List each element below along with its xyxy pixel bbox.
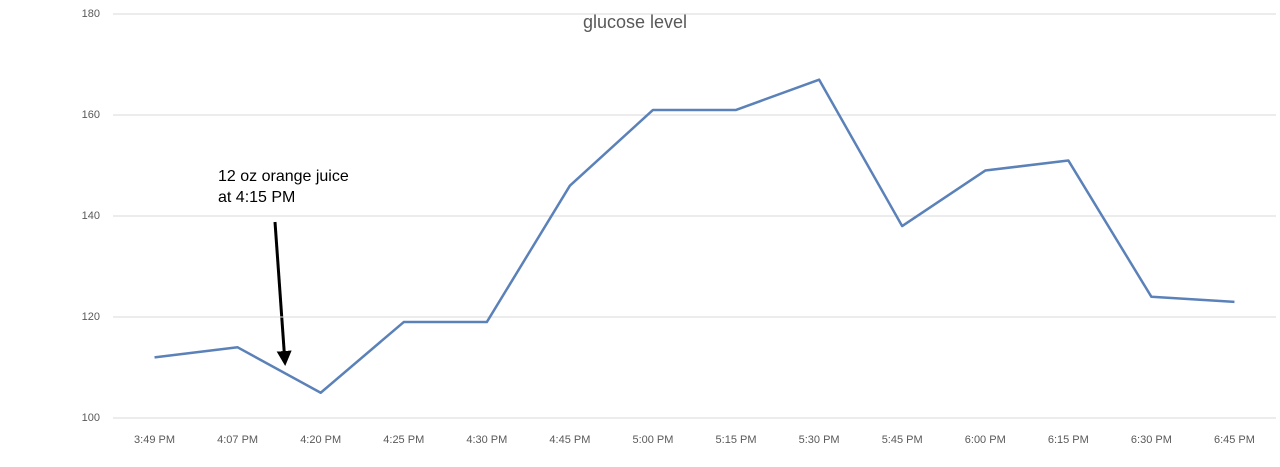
x-tick-label: 6:45 PM bbox=[1214, 434, 1255, 446]
annotation: 12 oz orange juice bbox=[218, 168, 349, 185]
chart-title: glucose level bbox=[583, 12, 687, 32]
y-tick-label: 100 bbox=[82, 412, 100, 424]
annotation: at 4:15 PM bbox=[218, 189, 295, 206]
x-tick-label: 5:15 PM bbox=[716, 434, 757, 446]
x-tick-label: 6:15 PM bbox=[1048, 434, 1089, 446]
x-tick-label: 4:07 PM bbox=[217, 434, 258, 446]
x-tick-label: 6:30 PM bbox=[1131, 434, 1172, 446]
x-tick-label: 6:00 PM bbox=[965, 434, 1006, 446]
x-tick-label: 4:45 PM bbox=[549, 434, 590, 446]
annotation-arrow bbox=[273, 221, 292, 366]
x-tick-label: 4:20 PM bbox=[300, 434, 341, 446]
y-tick-label: 140 bbox=[82, 210, 100, 222]
data-line bbox=[154, 78, 1235, 394]
x-tick-label: 5:30 PM bbox=[799, 434, 840, 446]
x-tick-label: 5:45 PM bbox=[882, 434, 923, 446]
y-tick-label: 180 bbox=[82, 8, 100, 20]
x-tick-label: 5:00 PM bbox=[632, 434, 673, 446]
x-tick-label: 3:49 PM bbox=[134, 434, 175, 446]
y-tick-label: 160 bbox=[82, 109, 100, 121]
x-tick-label: 4:30 PM bbox=[466, 434, 507, 446]
y-tick-label: 120 bbox=[82, 311, 100, 323]
x-tick-label: 4:25 PM bbox=[383, 434, 424, 446]
